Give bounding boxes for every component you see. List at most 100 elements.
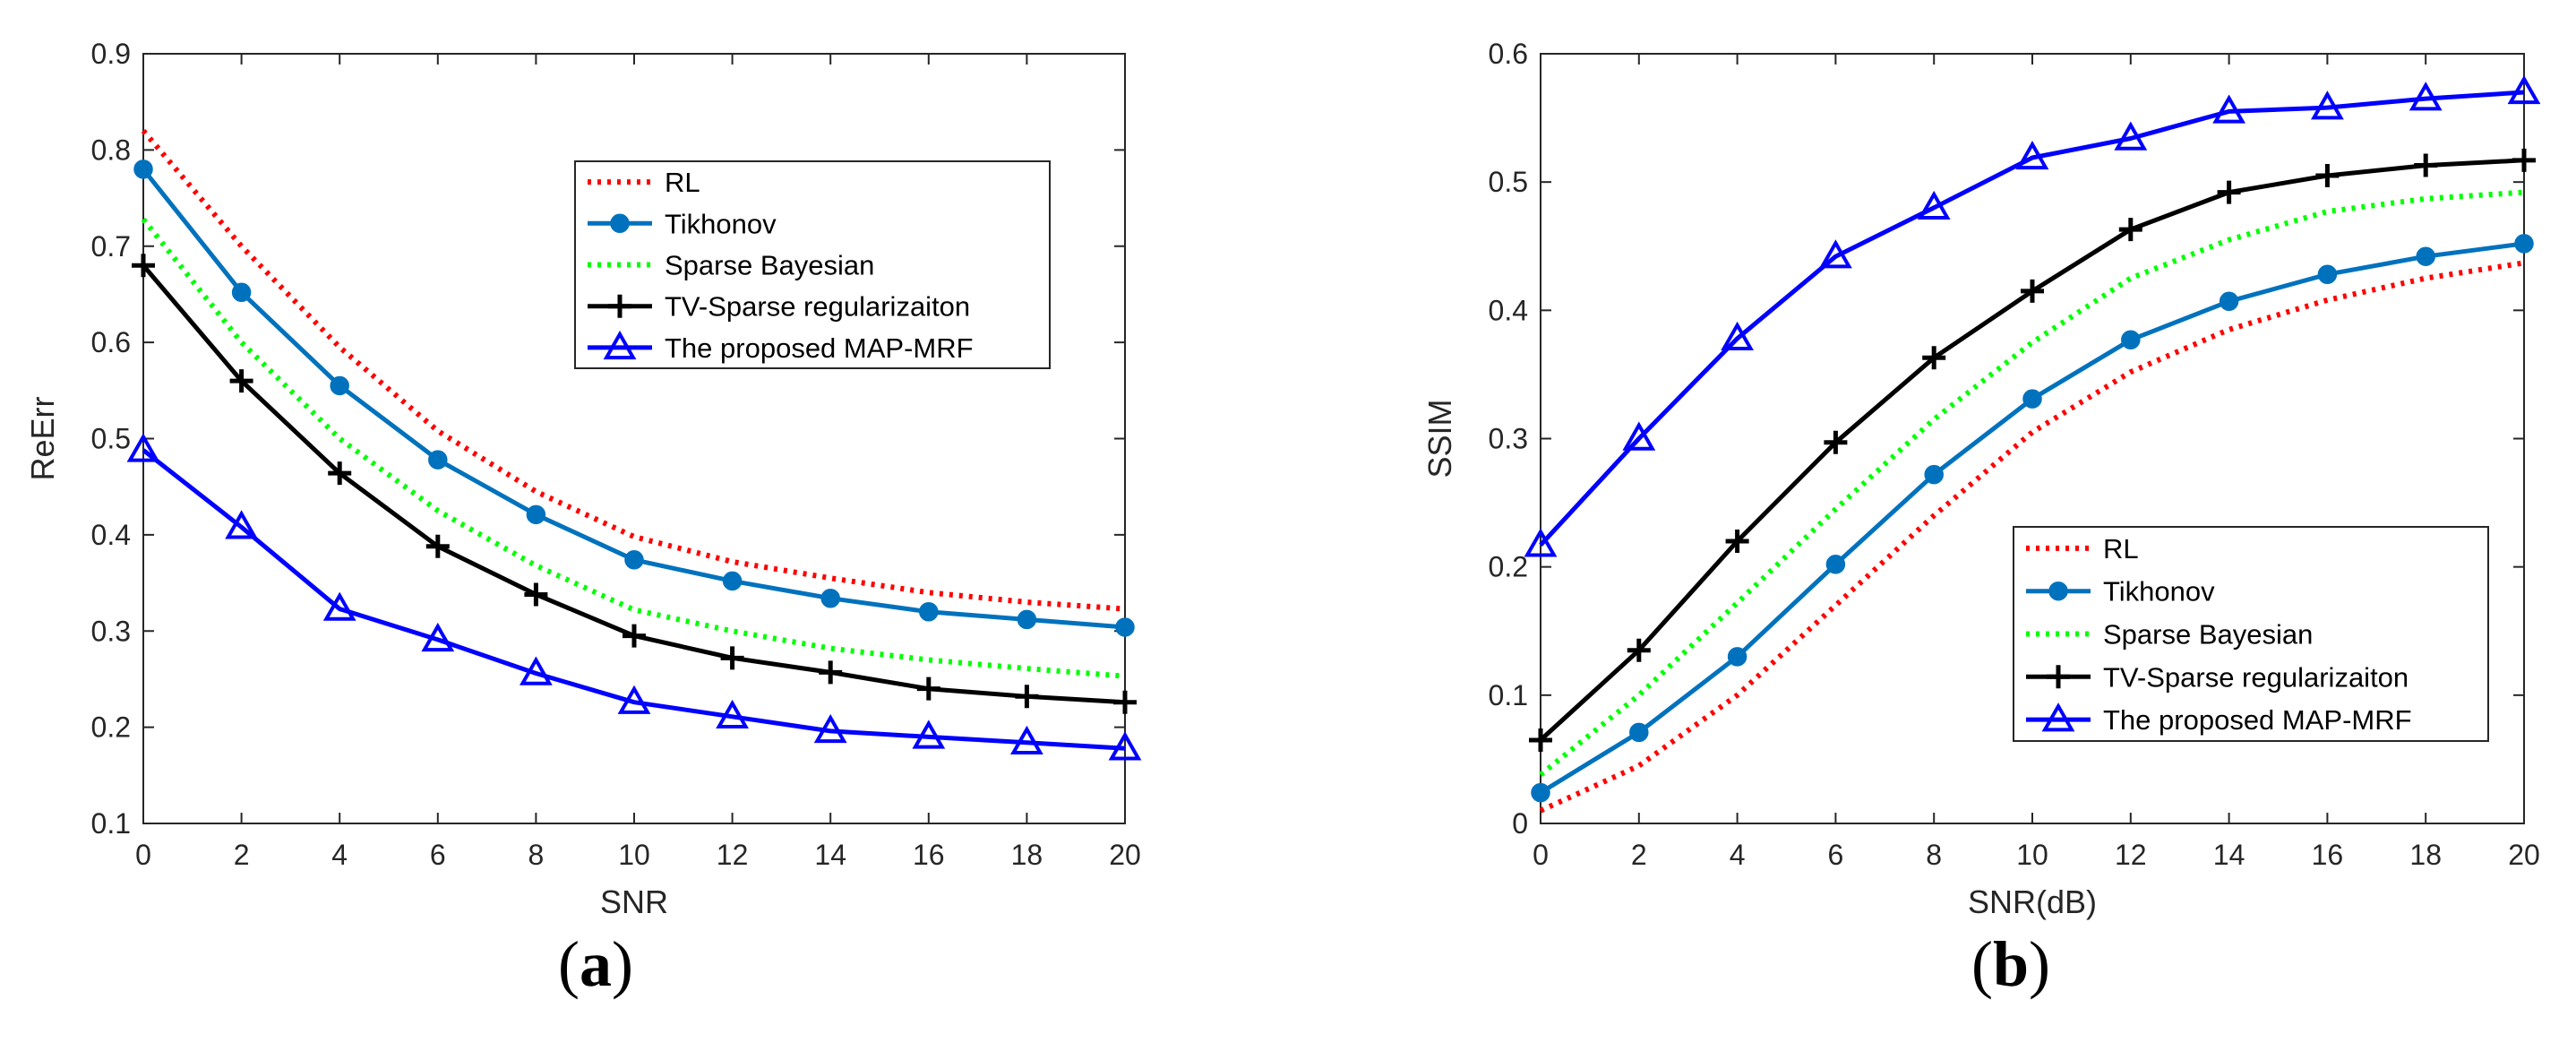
a-point-tikhonov [820,588,840,608]
b-point-tikhonov [1825,555,1846,574]
a-point-tv-sparse-regularizaiton [132,254,155,278]
panel-a-reerr-chart: 0 2 4 6 8 10 12 14 16 18 20 0.1 0.2 0.3 0.4 0.5 0.6 0.7 0.… [24,38,1142,1000]
b-point-the-proposed-map-mrf [2409,82,2443,111]
b-point-tv-sparse-regularizaiton [2414,153,2438,177]
a-line-the-proposed-map-mrf [142,448,1126,751]
a-legend: RL Tikhonov Sparse Bayesian TV-Sparse regul… [574,160,1051,369]
b-point-the-proposed-map-mrf [2015,140,2049,170]
b-x-tick-label: 20 [2508,839,2540,871]
a-point-tikhonov [722,571,743,591]
b-legend-entry: The proposed MAP-MRF [2103,704,2412,736]
a-x-tick-label: 20 [1109,839,1141,871]
a-point-the-proposed-map-mrf [813,713,847,744]
b-y-tick-label: 0.6 [1489,38,1528,70]
a-x-tick-label: 10 [618,839,650,871]
b-line-the-proposed-map-mrf [1539,90,2525,547]
a-point-tikhonov [624,550,644,570]
b-point-tikhonov [1727,647,1747,667]
b-y-axis-label: SSIM [1421,399,1458,478]
b-point-tikhonov [1531,782,1550,803]
a-legend-entry: Tikhonov [665,208,777,239]
b-x-tick-label: 4 [1730,839,1746,871]
b-x-tick-label: 6 [1828,839,1844,871]
b-series-tikhonov [1531,234,2534,803]
b-x-tick-label: 10 [2016,839,2048,871]
b-x-tick-label: 0 [1533,839,1549,871]
b-point-tikhonov [2317,264,2338,284]
b-point-tikhonov [2416,246,2435,266]
b-point-the-proposed-map-mrf [2311,90,2344,120]
a-point-tv-sparse-regularizaiton [229,369,253,393]
a-series-the-proposed-map-mrf [126,433,1142,761]
b-point-the-proposed-map-mrf [1721,321,1754,351]
a-series-sparse-bayesian [141,217,1126,679]
b-point-tv-sparse-regularizaiton [2021,279,2044,303]
a-point-tv-sparse-regularizaiton [916,677,940,701]
a-caption-letter: a [580,928,612,1000]
a-point-tikhonov [231,282,252,303]
b-legend-marker-tikhonov [2048,581,2068,601]
b-legend-entry: RL [2103,533,2139,564]
b-panel-caption: (b) [1971,928,2050,1000]
a-point-tv-sparse-regularizaiton [720,646,744,670]
a-y-tick-label: 0.5 [91,423,131,455]
b-legend-box [2013,526,2489,742]
b-x-axis-label: SNR(dB) [1968,883,2097,920]
a-y-tick-label: 0.2 [91,711,131,744]
a-point-tv-sparse-regularizaiton [1015,685,1039,709]
a-x-axis-label: SNR [600,883,668,920]
b-point-the-proposed-map-mrf [1917,190,1951,220]
b-x-tick-label: 18 [2409,839,2442,871]
b-point-the-proposed-map-mrf [2212,94,2245,124]
b-point-tv-sparse-regularizaiton [1627,638,1651,662]
b-series-the-proposed-map-mrf [1524,74,2541,557]
b-y-tick-label: 0.3 [1489,423,1528,455]
a-point-the-proposed-map-mrf [225,510,258,539]
panel-b-ssim-chart: 0 2 4 6 8 10 12 14 16 18 20 0 0.1 0.2 0.3 0.4 0.5 0.6 SNR(… [1421,38,2541,1000]
a-point-the-proposed-map-mrf [126,433,160,462]
b-legend-marker-the-proposed-map-mrf [2041,702,2075,732]
b-point-tv-sparse-regularizaiton [1922,346,1946,370]
a-point-tv-sparse-regularizaiton [623,624,646,648]
a-legend-entry: Sparse Bayesian [665,250,874,281]
b-legend-entry: Sparse Bayesian [2103,619,2313,651]
b-point-tv-sparse-regularizaiton [1824,430,1848,454]
b-point-tikhonov [1924,464,1944,485]
a-legend-marker-tikhonov [610,213,630,234]
a-point-tv-sparse-regularizaiton [1113,690,1137,714]
a-x-tick-label: 0 [135,839,151,871]
b-point-the-proposed-map-mrf [1524,528,1558,557]
a-y-tick-label: 0.4 [91,519,131,551]
a-point-tikhonov [133,159,153,179]
b-x-tick-label: 16 [2312,839,2344,871]
b-series-tv-sparse-regularizaiton [1529,148,2536,752]
a-line-rl [141,128,1126,612]
a-x-tick-label: 2 [234,839,250,871]
b-caption-open: ( [1971,928,1993,1000]
b-legend-entry: TV-Sparse regularizaiton [2103,661,2409,693]
a-y-tick-label: 0.7 [91,230,131,263]
a-x-tick-label: 12 [717,839,749,871]
a-y-tick-label: 0.3 [91,615,131,647]
a-x-tick-label: 18 [1011,839,1043,871]
a-point-tikhonov [428,450,448,470]
b-y-tick-label: 0.2 [1489,551,1528,583]
a-line-sparse-bayesian [141,217,1126,679]
b-point-tikhonov [2121,330,2141,350]
a-point-tikhonov [526,504,546,525]
b-point-tv-sparse-regularizaiton [1529,728,1552,752]
a-y-tick-label: 0.9 [91,38,131,70]
a-series-tv-sparse-regularizaiton [132,254,1137,714]
a-legend-entry: The proposed MAP-MRF [665,332,974,364]
a-point-the-proposed-map-mrf [912,720,946,749]
b-point-tv-sparse-regularizaiton [2315,164,2340,188]
b-point-tv-sparse-regularizaiton [2512,148,2536,172]
a-y-tick-label: 0.8 [91,134,131,166]
b-legend-marker-tv-sparse-regularizaiton [2047,665,2070,689]
a-point-tv-sparse-regularizaiton [425,534,450,558]
a-point-tikhonov [330,375,349,396]
a-point-the-proposed-map-mrf [1010,725,1043,755]
a-caption-close: ) [612,928,633,1000]
b-y-tick-label: 0 [1512,807,1528,840]
